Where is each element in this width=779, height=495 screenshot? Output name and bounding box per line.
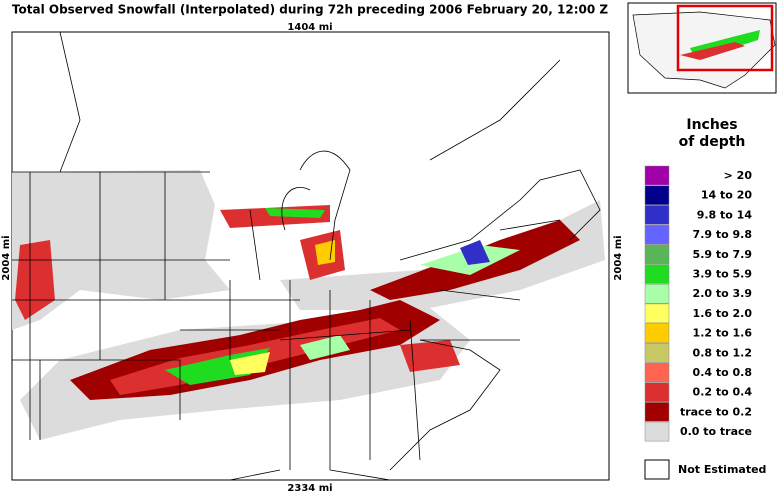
snow-field: [12, 170, 605, 440]
snow-band: [400, 340, 460, 372]
legend-label: 0.0 to trace: [680, 425, 752, 438]
gray-area: [12, 170, 230, 330]
legend-label: 2.0 to 3.9: [693, 287, 752, 300]
legend-label: 9.8 to 14: [697, 208, 753, 221]
legend-swatch: [644, 402, 670, 422]
boundaries: [12, 31, 601, 481]
legend-swatch: [644, 382, 670, 402]
legend-title: Inches: [686, 117, 737, 133]
legend-swatch: [644, 264, 670, 284]
legend-swatch: [644, 165, 670, 186]
snow-band: [265, 208, 325, 218]
legend-label: 7.9 to 9.8: [693, 228, 752, 241]
snow-band: [300, 335, 350, 360]
right-scale: 2004 mi: [613, 235, 624, 280]
snow-band: [460, 240, 490, 265]
legend-title: of depth: [679, 134, 746, 150]
bottom-scale: 2334 mi: [287, 483, 332, 491]
legend-label: 1.2 to 1.6: [693, 327, 753, 340]
legend-label: 3.9 to 5.9: [693, 268, 752, 281]
legend-swatch: [644, 283, 670, 304]
gray-area: [280, 200, 605, 310]
top-scale: 1404 mi: [287, 22, 332, 33]
legend-swatch: [644, 323, 670, 343]
legend-swatch: [644, 343, 670, 363]
legend-swatch: [644, 362, 670, 383]
legend-swatch: [644, 421, 670, 442]
legend-label: Not Estimated: [678, 463, 766, 476]
legend-swatch: [644, 459, 670, 480]
legend-swatch: [644, 205, 670, 225]
snow-band: [230, 352, 270, 375]
inset-viewport: [676, 4, 774, 72]
legend-label: > 20: [724, 169, 753, 182]
legend: Inches of depth > 20 14 to 20 9.8 to 14 7.9…: [644, 117, 766, 480]
map-detail: [229, 339, 501, 481]
inset-map: [627, 2, 777, 94]
legend-swatch: [644, 244, 670, 265]
inset-snow: [680, 42, 745, 60]
legend-label: trace to 0.2: [680, 405, 752, 418]
legend-swatch: [644, 185, 670, 205]
legend-swatch: [644, 224, 670, 245]
legend-label: 0.8 to 1.2: [693, 346, 752, 359]
map-detail: [59, 31, 601, 261]
legend-label: 1.6 to 2.0: [693, 307, 753, 320]
left-scale: 2004 mi: [1, 235, 12, 280]
map: [11, 31, 610, 481]
legend-label: 0.2 to 0.4: [693, 386, 753, 399]
map-detail: [12, 171, 561, 470]
legend-label: 5.9 to 7.9: [693, 248, 752, 261]
map-title: Total Observed Snowfall (Interpolated) d…: [12, 3, 608, 17]
legend-label: 0.4 to 0.8: [693, 366, 752, 379]
legend-swatch: [644, 303, 670, 324]
legend-label: 14 to 20: [701, 189, 752, 202]
